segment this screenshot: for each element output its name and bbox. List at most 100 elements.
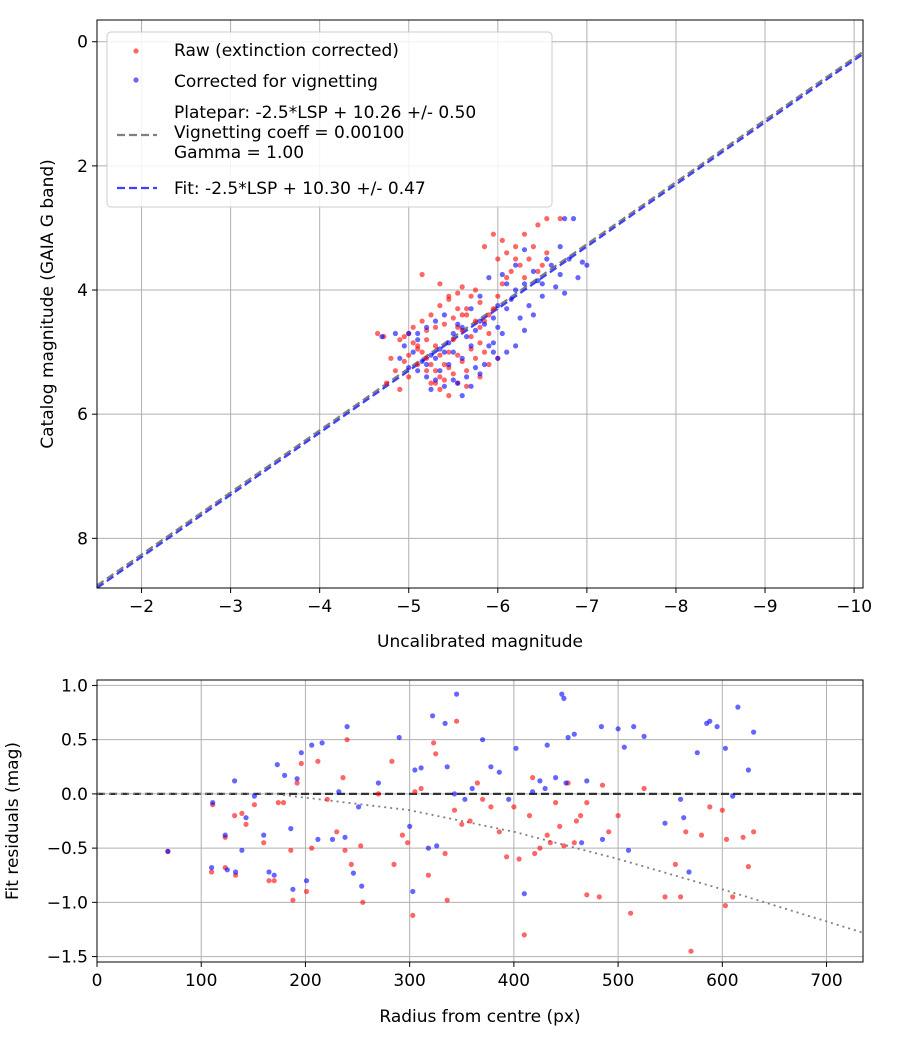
bottom-point-corrected xyxy=(488,764,494,770)
top-point-corrected xyxy=(472,365,479,371)
top-point-raw xyxy=(530,244,537,250)
bottom-point-raw xyxy=(662,894,668,900)
bottom-point-corrected xyxy=(561,695,567,702)
bottom-y-ticks: −1.5 −1.0 −0.5 0.0 0.5 1.0 xyxy=(47,676,97,968)
top-point-raw xyxy=(495,256,501,262)
top-point-corrected xyxy=(459,355,465,361)
bottom-point-raw xyxy=(418,785,424,792)
bottom-point-corrected xyxy=(722,745,729,751)
bottom-y-tick-label: −1.0 xyxy=(47,893,88,913)
top-point-raw xyxy=(464,368,470,374)
bottom-point-corrected xyxy=(294,776,300,782)
bottom-point-corrected xyxy=(396,734,402,741)
legend-box xyxy=(106,31,553,208)
bottom-point-corrected xyxy=(625,847,632,853)
top-point-raw xyxy=(397,386,403,392)
bottom-point-corrected xyxy=(641,733,647,740)
bottom-point-raw xyxy=(722,903,729,909)
top-point-raw xyxy=(437,281,443,287)
bottom-point-raw xyxy=(719,807,725,813)
top-y-tick-label: 6 xyxy=(77,405,88,425)
bottom-point-raw xyxy=(459,821,465,827)
top-point-raw xyxy=(535,268,541,274)
bottom-x-tick-label: 700 xyxy=(810,971,842,991)
top-point-corrected xyxy=(424,361,430,368)
top-x-tick-label: −6 xyxy=(485,597,510,617)
top-point-corrected xyxy=(472,327,479,333)
top-point-corrected xyxy=(464,334,470,340)
bottom-point-raw xyxy=(678,894,684,900)
top-y-tick-label: 2 xyxy=(77,157,88,177)
bottom-point-raw xyxy=(209,869,215,875)
top-point-raw xyxy=(424,368,430,374)
bottom-point-raw xyxy=(288,847,294,853)
bottom-point-corrected xyxy=(342,834,348,840)
top-point-raw xyxy=(455,290,461,296)
top-point-corrected xyxy=(432,318,439,324)
top-point-corrected xyxy=(566,256,572,262)
bottom-y-tick-label: −1.5 xyxy=(47,948,88,968)
top-point-corrected xyxy=(530,312,537,318)
bottom-line-dotted xyxy=(97,793,863,934)
bottom-point-corrected xyxy=(745,767,752,773)
top-point-raw xyxy=(397,337,403,343)
top-point-corrected xyxy=(495,324,501,330)
top-point-corrected xyxy=(428,386,434,392)
bottom-point-raw xyxy=(405,840,411,846)
bottom-point-raw xyxy=(425,872,431,878)
bottom-point-corrected xyxy=(222,832,228,838)
bottom-point-raw xyxy=(723,836,730,843)
top-point-corrected xyxy=(504,281,510,287)
bottom-point-corrected xyxy=(336,789,342,795)
bottom-grid xyxy=(96,680,863,962)
top-plot-frame xyxy=(96,19,864,589)
bottom-point-corrected xyxy=(565,734,571,741)
top-y-ticks: 0 2 4 6 8 xyxy=(77,33,97,549)
bottom-point-corrected xyxy=(444,764,450,770)
top-point-corrected xyxy=(557,271,563,278)
top-point-raw xyxy=(446,296,452,302)
top-point-corrected xyxy=(415,337,421,343)
bottom-point-raw xyxy=(683,829,689,835)
top-point-raw xyxy=(437,303,443,309)
top-point-raw xyxy=(388,355,394,361)
bottom-point-raw xyxy=(410,912,416,919)
bottom-point-raw xyxy=(271,878,277,884)
top-point-corrected xyxy=(477,318,483,324)
top-point-corrected xyxy=(504,306,510,312)
top-point-corrected xyxy=(432,377,439,383)
top-point-corrected xyxy=(530,268,537,274)
bottom-point-corrected xyxy=(209,865,215,871)
bottom-point-raw xyxy=(530,775,536,781)
top-point-corrected xyxy=(406,365,412,371)
bottom-point-raw xyxy=(389,758,395,764)
bottom-point-corrected xyxy=(563,780,569,786)
top-x-ticks: −2 −3 −4 −5 −6 −7 −8 −9 −10 xyxy=(129,588,872,617)
bottom-point-raw xyxy=(275,800,281,806)
bottom-point-corrected xyxy=(751,729,757,735)
top-point-raw xyxy=(441,361,447,368)
bottom-point-corrected xyxy=(542,785,548,792)
bottom-point-corrected xyxy=(707,718,713,724)
bottom-point-raw xyxy=(298,760,304,767)
top-point-raw xyxy=(432,324,439,330)
top-point-raw xyxy=(468,293,474,299)
top-point-raw xyxy=(468,334,474,340)
top-point-corrected xyxy=(432,355,439,361)
top-point-corrected xyxy=(437,368,443,374)
bottom-point-corrected xyxy=(678,796,684,802)
top-point-corrected xyxy=(490,349,496,355)
bottom-point-raw xyxy=(324,796,330,802)
top-point-corrected xyxy=(557,244,563,250)
bottom-point-raw xyxy=(707,804,713,810)
top-point-raw xyxy=(490,231,496,237)
bottom-point-corrected xyxy=(599,836,606,843)
top-point-corrected xyxy=(526,303,532,309)
top-point-corrected xyxy=(415,330,421,337)
top-point-corrected xyxy=(441,383,447,389)
top-point-corrected xyxy=(477,293,483,299)
bottom-point-raw xyxy=(280,800,287,806)
top-point-raw xyxy=(513,244,519,250)
bottom-point-raw xyxy=(431,740,437,746)
top-point-raw xyxy=(383,380,390,386)
